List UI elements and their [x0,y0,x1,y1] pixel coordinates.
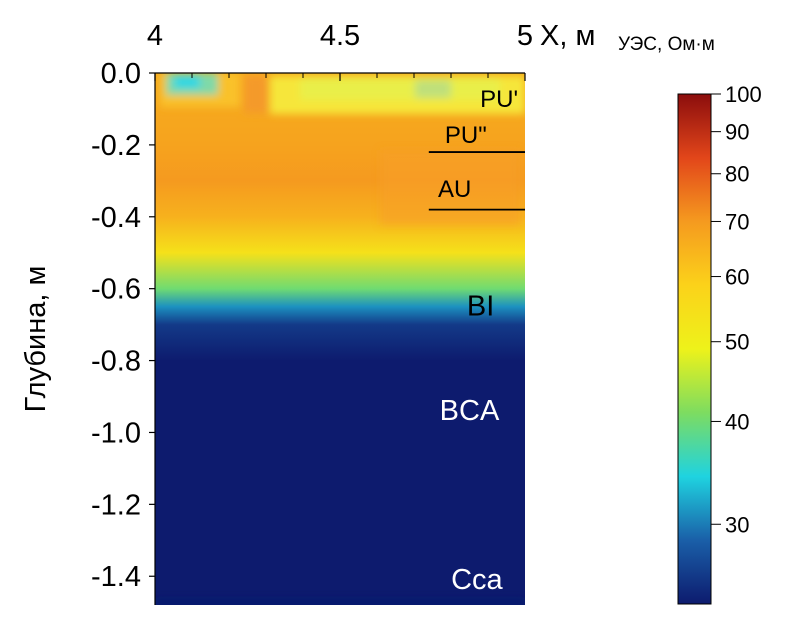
colorbar-tick-label: 90 [725,120,749,145]
layer-label: Cca [451,564,503,596]
layer-label: PU" [445,122,487,149]
y-tick-label: -0.2 [91,130,141,162]
y-axis: 0.0 -0.2 -0.4 -0.6 -0.8 -1.0 -1.2 -1.4 [91,58,155,593]
x-axis: 4 4.5 5 [147,20,533,81]
layer-label: BI [467,291,494,323]
colorbar-tick-label: 40 [725,409,749,434]
layer-label: PU' [480,86,518,113]
y-tick-label: -1.2 [91,489,141,521]
x-tick-label: 4.5 [320,20,360,52]
anomaly-patch [244,75,268,113]
anomaly-patch [174,76,200,88]
y-tick-label: -0.6 [91,274,141,306]
colorbar: УЭС, Ом·м 100 90 80 70 60 50 40 30 [618,34,762,605]
anomaly-patch [300,78,500,100]
layer-labels: PU' PU" AU BI BCA Cca [438,86,518,596]
colorbar-tick-label: 50 [725,330,749,355]
layer-boundary-lines [428,151,525,211]
colorbar-ticks: 100 90 80 70 60 50 40 30 [711,82,762,537]
colorbar-bar [677,93,712,605]
colorbar-tick-label: 80 [725,162,749,187]
y-tick-label: 0.0 [101,58,141,90]
y-tick-label: -1.0 [91,417,141,449]
y-tick-label: -0.8 [91,346,141,378]
x-tick-label: 4 [147,20,163,52]
y-axis-label: Глубина, м [20,266,52,413]
y-tick-label: -1.4 [91,561,141,593]
anomaly-patch [380,150,520,225]
anomaly-patch [155,600,525,605]
surface-anomalies [155,73,525,605]
x-axis-label: X, м [540,20,595,52]
layer-label: BCA [440,395,500,427]
colorbar-tick-label: 60 [725,265,749,290]
colorbar-tick-label: 70 [725,209,749,234]
plot-area: PU' PU" AU BI BCA Cca [154,72,525,605]
colorbar-tick-label: 100 [725,82,762,107]
layer-label: AU [438,176,471,203]
x-tick-label: 5 [517,20,533,52]
colorbar-tick-label: 30 [725,512,749,537]
y-tick-label: -0.4 [91,202,141,234]
anomaly-patch [415,80,451,98]
colorbar-title: УЭС, Ом·м [618,34,715,55]
